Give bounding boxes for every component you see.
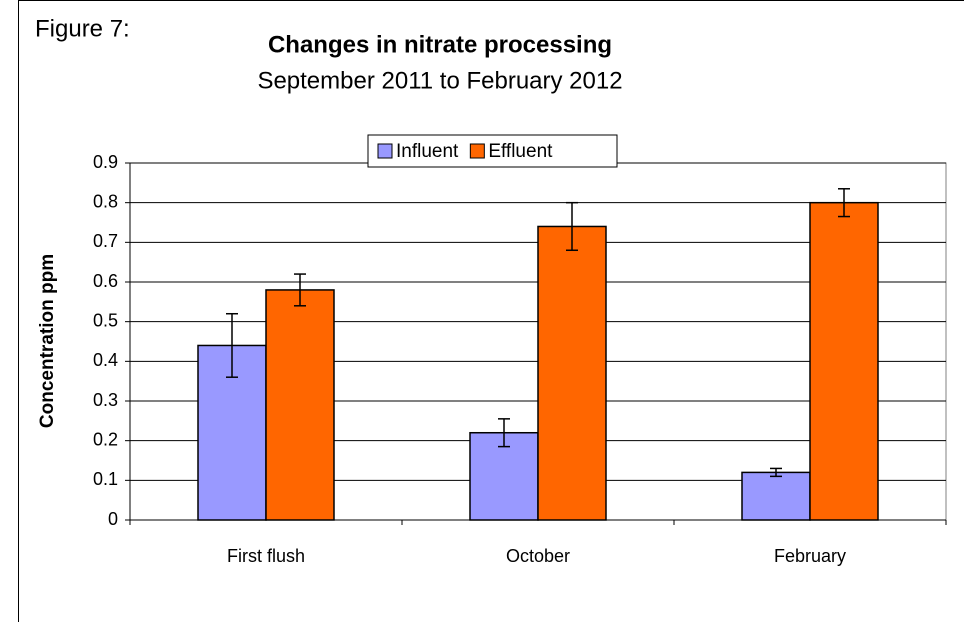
- y-tick-label: 0: [108, 509, 118, 529]
- y-tick-label: 0.4: [93, 350, 118, 370]
- legend-swatch: [469, 143, 485, 159]
- bar: [265, 289, 335, 521]
- y-tick-label: 0.8: [93, 191, 118, 211]
- bar: [537, 225, 607, 521]
- error-bar: [294, 273, 306, 307]
- error-bar: [566, 201, 578, 252]
- legend-swatch: [377, 143, 393, 159]
- y-tick-label: 0.6: [93, 271, 118, 291]
- figure-label: Figure 7:: [35, 15, 130, 42]
- y-tick-label: 0.5: [93, 310, 118, 330]
- y-tick-label: 0.2: [93, 429, 118, 449]
- bar: [741, 471, 811, 521]
- legend: [367, 134, 618, 168]
- x-tick-label: February: [774, 546, 846, 566]
- error-bar: [498, 418, 510, 448]
- legend-label: Effluent: [488, 141, 553, 162]
- error-bar: [226, 312, 238, 378]
- error-bar: [838, 188, 850, 218]
- y-tick-label: 0.1: [93, 469, 118, 489]
- chart-title: Changes in nitrate processing: [268, 31, 612, 58]
- error-bar: [770, 467, 782, 478]
- chart-subtitle: September 2011 to February 2012: [257, 67, 622, 94]
- y-tick-label: 0.7: [93, 231, 118, 251]
- y-tick-label: 0.3: [93, 390, 118, 410]
- bar: [809, 201, 879, 521]
- y-tick-label: 0.9: [93, 152, 118, 172]
- y-axis-label: Concentration ppm: [37, 254, 58, 428]
- x-tick-label: October: [506, 546, 570, 566]
- x-tick-label: First flush: [227, 546, 305, 566]
- legend-label: Influent: [396, 141, 459, 162]
